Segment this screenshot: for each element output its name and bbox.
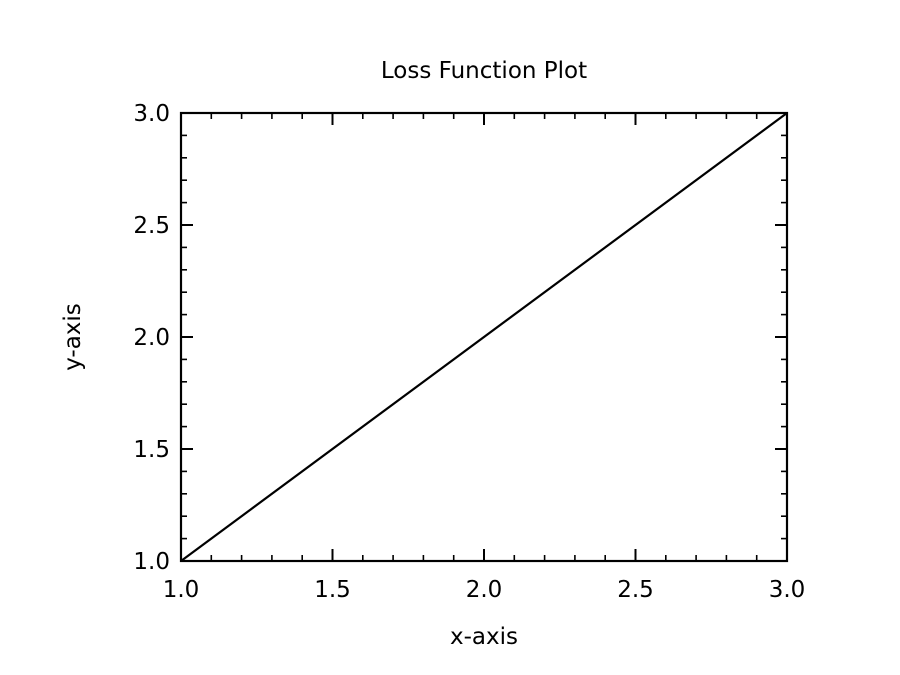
y-tick-label: 2.0 <box>133 325 170 351</box>
y-tick-label: 2.5 <box>133 213 170 239</box>
x-tick-label: 2.5 <box>617 577 654 603</box>
y-tick-label: 1.0 <box>133 549 170 575</box>
x-tick-label: 1.0 <box>163 577 200 603</box>
y-tick-label: 3.0 <box>133 101 170 127</box>
x-axis-label: x-axis <box>450 624 518 650</box>
series-line-1 <box>180 112 788 562</box>
y-tick-label: 1.5 <box>133 437 170 463</box>
chart-title: Loss Function Plot <box>381 58 587 84</box>
x-tick-label: 3.0 <box>769 577 806 603</box>
x-tick-label: 2.0 <box>466 577 503 603</box>
plot-area: 1.0 1.5 2.0 2.5 3.0 1.0 1.5 2.0 2.5 3.0 <box>133 101 805 603</box>
x-tick-label: 1.5 <box>314 577 351 603</box>
y-axis-label: y-axis <box>60 303 86 371</box>
